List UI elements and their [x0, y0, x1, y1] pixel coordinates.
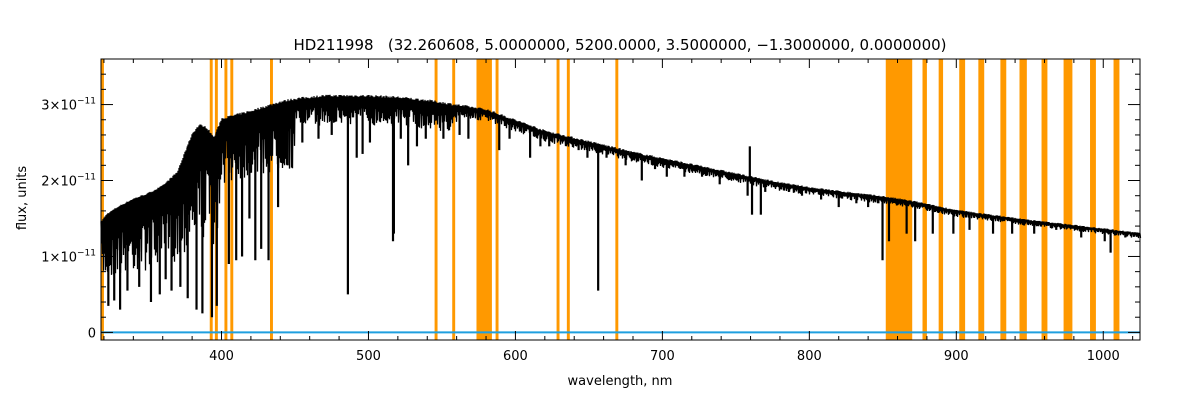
x-tick-label-1: 500 — [356, 349, 381, 364]
masked-region-7 — [452, 59, 456, 340]
x-tick-label-2: 600 — [503, 349, 528, 364]
masked-region-14 — [922, 59, 927, 340]
masked-region-4 — [230, 59, 234, 340]
masked-region-15 — [938, 59, 944, 340]
y-tick-label-1: 1×10−11 — [41, 248, 96, 265]
masked-region-0 — [101, 59, 104, 340]
masked-region-22 — [1090, 59, 1096, 340]
masked-region-5 — [270, 59, 273, 340]
x-tick-label-3: 700 — [650, 349, 675, 364]
x-tick-label-4: 800 — [797, 349, 822, 364]
chart-title: HD211998 (32.260608, 5.0000000, 5200.000… — [293, 36, 946, 54]
masked-region-23 — [1113, 59, 1120, 340]
masked-region-16 — [959, 59, 966, 340]
masked-region-11 — [566, 59, 570, 340]
masked-region-21 — [1063, 59, 1073, 340]
y-tick-label-2: 2×10−11 — [41, 173, 96, 190]
x-tick-label-5: 900 — [944, 349, 969, 364]
masked-region-3 — [224, 59, 228, 340]
spectrum-series — [100, 94, 1142, 318]
y-tick-label-0: 0 — [88, 326, 96, 341]
x-axis-label: wavelength, nm — [568, 374, 673, 389]
masked-region-19 — [1019, 59, 1027, 340]
masked-region-9 — [495, 59, 499, 340]
masked-region-6 — [434, 59, 438, 340]
y-tick-label-3: 3×10−11 — [41, 97, 96, 114]
plot-frame — [100, 58, 1141, 341]
masked-region-17 — [978, 59, 985, 340]
masked-region-20 — [1041, 59, 1048, 340]
x-tick-label-0: 400 — [209, 349, 234, 364]
spectrum-line — [100, 94, 1142, 275]
x-tick-label-6: 1000 — [1087, 349, 1120, 364]
x-axis-ticks: 400 500 600 700 800 900 1000 — [103, 59, 1134, 364]
y-axis-ticks: 0 1×10−11 2×10−11 3×10−11 — [41, 73, 1140, 341]
masked-regions — [101, 59, 1120, 340]
y-axis-label: flux, units — [15, 166, 30, 231]
masked-region-8 — [476, 59, 492, 340]
masked-region-10 — [556, 59, 560, 340]
masked-region-18 — [1000, 59, 1007, 340]
masked-region-12 — [615, 59, 619, 340]
